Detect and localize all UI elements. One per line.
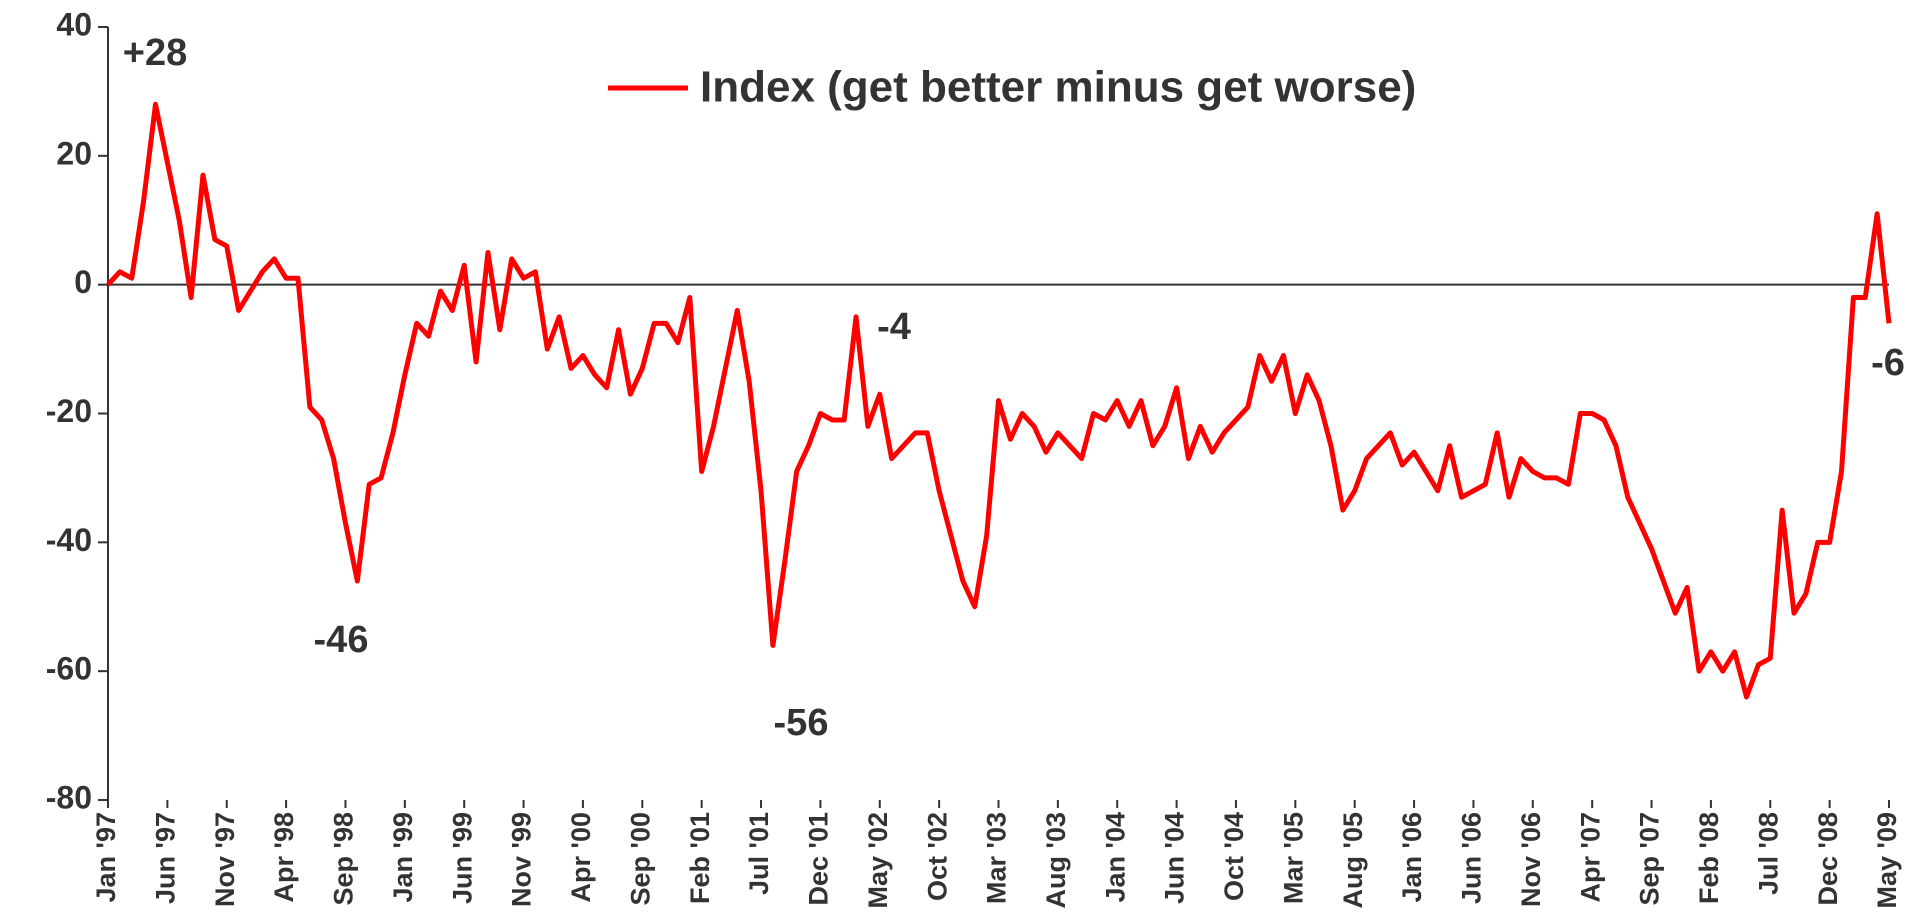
x-tick-label: Apr '98 xyxy=(269,812,299,902)
x-tick-label: Jan '04 xyxy=(1100,812,1130,902)
x-tick-label: Mar '03 xyxy=(982,812,1012,904)
x-tick-label: Jun '06 xyxy=(1457,812,1487,904)
annotation: -6 xyxy=(1871,342,1905,384)
y-tick-label: -20 xyxy=(46,393,92,429)
x-tick-label: May '09 xyxy=(1872,812,1902,908)
x-tick-label: Dec '08 xyxy=(1813,812,1843,906)
x-tick-label: Nov '99 xyxy=(507,812,537,907)
x-tick-label: Oct '04 xyxy=(1219,812,1249,901)
y-tick-label: 0 xyxy=(74,264,92,300)
x-tick-label: Jun '99 xyxy=(447,812,477,904)
y-tick-label: 40 xyxy=(56,6,92,42)
x-tick-label: May '02 xyxy=(863,812,893,908)
y-tick-label: -60 xyxy=(46,651,92,687)
y-tick-label: -40 xyxy=(46,522,92,558)
x-tick-label: Nov '97 xyxy=(210,812,240,907)
annotation: -46 xyxy=(314,619,369,661)
x-tick-label: Jan '97 xyxy=(91,812,121,902)
x-tick-label: Jul '08 xyxy=(1753,812,1783,895)
x-tick-label: Nov '06 xyxy=(1516,812,1546,907)
x-tick-label: Jun '04 xyxy=(1160,812,1190,904)
legend-label: Index (get better minus get worse) xyxy=(700,63,1416,112)
annotation: -4 xyxy=(877,306,911,348)
x-tick-label: Oct '02 xyxy=(922,812,952,901)
annotation: +28 xyxy=(123,32,187,74)
x-tick-label: Aug '05 xyxy=(1338,812,1368,908)
x-tick-label: Apr '07 xyxy=(1575,812,1605,902)
x-tick-label: Jan '06 xyxy=(1397,812,1427,902)
x-tick-label: Jul '01 xyxy=(744,812,774,895)
x-tick-label: Mar '05 xyxy=(1278,812,1308,904)
x-tick-label: Apr '00 xyxy=(566,812,596,902)
x-tick-label: Sep '07 xyxy=(1635,812,1665,905)
x-tick-label: Aug '03 xyxy=(1041,812,1071,908)
x-tick-label: Dec '01 xyxy=(804,812,834,906)
x-tick-label: Jan '99 xyxy=(388,812,418,902)
annotation: -56 xyxy=(774,702,829,744)
x-tick-label: Sep '00 xyxy=(625,812,655,905)
series-line xyxy=(106,101,1892,700)
x-tick-label: Feb '01 xyxy=(685,812,715,904)
x-tick-label: Sep '98 xyxy=(329,812,359,905)
y-tick-label: -80 xyxy=(46,779,92,815)
x-tick-label: Jun '97 xyxy=(150,812,180,904)
y-tick-label: 20 xyxy=(56,135,92,171)
x-tick-label: Feb '08 xyxy=(1694,812,1724,904)
